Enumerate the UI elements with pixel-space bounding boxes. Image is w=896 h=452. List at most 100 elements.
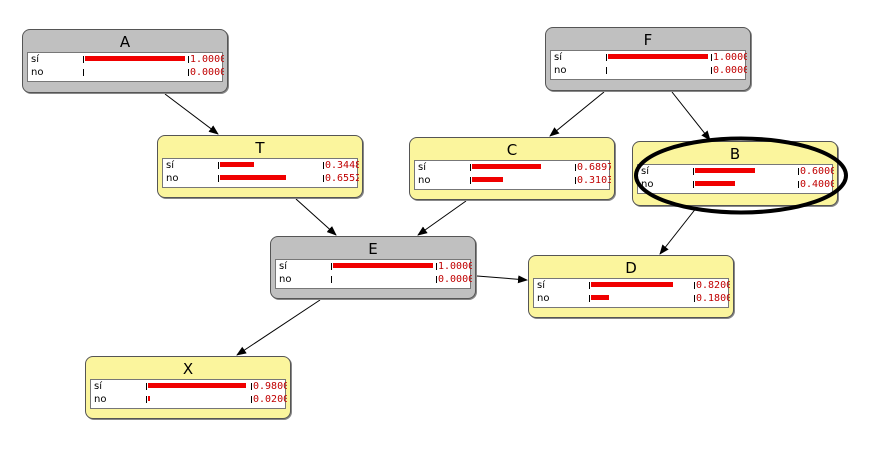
probability-value: 0.6000: [800, 166, 834, 177]
probability-value: 0.8200: [696, 280, 730, 291]
bar-origin-tick: [606, 54, 607, 61]
node-title: D: [625, 259, 637, 277]
state-row-no: no 0.1800: [534, 292, 730, 305]
probability-bar: [695, 168, 755, 173]
probability-bar: [472, 164, 541, 169]
bar-origin-tick: [218, 175, 219, 182]
state-label: sí: [537, 280, 545, 291]
probability-value: 0.6897: [577, 162, 611, 173]
value-tick: [798, 181, 799, 188]
node-title: F: [643, 31, 653, 49]
probability-bar: [695, 181, 735, 186]
node-title: T: [255, 139, 265, 157]
state-row-no: no 0.6552: [163, 172, 359, 185]
state-panel: sí 1.0000 no 0.0000: [275, 259, 472, 289]
state-row-si: sí 0.8200: [534, 279, 730, 292]
bar-origin-tick: [146, 383, 147, 390]
bar-origin-tick: [589, 282, 590, 289]
bar-origin-tick: [218, 162, 219, 169]
bar-origin-tick: [83, 69, 84, 76]
probability-value: 0.1800: [696, 293, 730, 304]
bar-origin-tick: [606, 67, 607, 74]
value-tick: [323, 175, 324, 182]
node-title: C: [506, 141, 518, 159]
value-tick: [575, 164, 576, 171]
probability-value: 0.4000: [800, 179, 834, 190]
value-tick: [251, 396, 252, 403]
state-label: sí: [94, 381, 102, 392]
state-row-si: sí 1.0000: [551, 51, 747, 64]
probability-bar: [220, 162, 254, 167]
value-tick: [436, 276, 437, 283]
value-tick: [711, 54, 712, 61]
state-label: sí: [279, 261, 287, 272]
state-panel: sí 0.3448 no 0.6552: [162, 158, 359, 188]
value-tick: [694, 295, 695, 302]
edge-e-d: [476, 275, 528, 284]
value-tick: [694, 282, 695, 289]
value-tick: [323, 162, 324, 169]
state-panel: sí 0.8200 no 0.1800: [533, 278, 730, 308]
bar-origin-tick: [693, 181, 694, 188]
node-title: A: [119, 33, 131, 51]
state-row-no: no 0.4000: [638, 178, 834, 191]
value-tick: [798, 168, 799, 175]
state-label: no: [279, 274, 292, 285]
value-tick: [575, 177, 576, 184]
probability-value: 0.3448: [325, 160, 359, 171]
state-row-si: sí 0.6000: [638, 165, 834, 178]
state-label: no: [166, 173, 179, 184]
edge-b-d: [659, 206, 698, 255]
probability-value: 0.9800: [253, 381, 287, 392]
state-label: no: [537, 293, 550, 304]
state-row-si: sí 0.6897: [415, 161, 611, 174]
state-panel: sí 0.6000 no 0.4000: [637, 164, 834, 194]
edge-t-e: [295, 198, 337, 236]
state-panel: sí 0.6897 no 0.3103: [414, 160, 611, 190]
probability-value: 1.0000: [190, 54, 224, 65]
node-title: B: [729, 145, 741, 163]
state-label: sí: [641, 166, 649, 177]
probability-value: 1.0000: [438, 261, 472, 272]
probability-bar: [591, 295, 609, 300]
probability-bar: [472, 177, 503, 182]
state-label: no: [641, 179, 654, 190]
state-row-no: no 0.3103: [415, 174, 611, 187]
bar-origin-tick: [589, 295, 590, 302]
node-title: E: [368, 240, 378, 258]
bar-origin-tick: [146, 396, 147, 403]
bar-origin-tick: [331, 276, 332, 283]
edge-f-c: [549, 91, 605, 137]
probability-value: 0.0000: [713, 65, 747, 76]
edge-c-e: [417, 200, 467, 236]
state-row-si: sí 0.3448: [163, 159, 359, 172]
value-tick: [436, 263, 437, 270]
bar-origin-tick: [693, 168, 694, 175]
bar-origin-tick: [331, 263, 332, 270]
state-label: sí: [554, 52, 562, 63]
state-row-si: sí 1.0000: [276, 260, 472, 273]
state-label: sí: [31, 54, 39, 65]
state-row-no: no 0.0000: [28, 66, 224, 79]
value-tick: [188, 69, 189, 76]
value-tick: [188, 56, 189, 63]
state-label: sí: [418, 162, 426, 173]
state-panel: sí 1.0000 no 0.0000: [550, 50, 747, 80]
state-label: no: [418, 175, 431, 186]
state-label: no: [554, 65, 567, 76]
state-label: no: [31, 67, 44, 78]
node-title: X: [182, 360, 194, 378]
state-row-no: no 0.0000: [276, 273, 472, 286]
bar-origin-tick: [470, 164, 471, 171]
probability-value: 0.0000: [190, 67, 224, 78]
state-row-si: sí 1.0000: [28, 53, 224, 66]
